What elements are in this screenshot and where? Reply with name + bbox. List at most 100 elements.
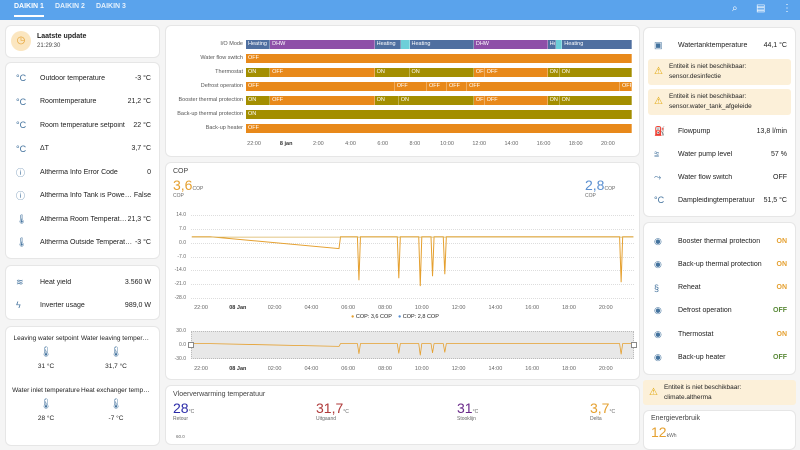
entity-value: ON <box>776 260 788 268</box>
entity-row[interactable]: ◉ Thermostat ON <box>654 327 787 341</box>
entity-row[interactable]: 🌡 Altherma Outside Temperature -3 °C <box>16 236 151 250</box>
entity-row[interactable]: ▣ Watertanktemperature 44,1 °C <box>654 38 787 52</box>
entity-row[interactable]: °C Dampleidingtemperatuur 51,5 °C <box>654 193 787 207</box>
timeline-segment[interactable]: OFF <box>246 124 632 133</box>
entity-row[interactable]: ϟ Inverter usage 989,0 W <box>16 298 151 312</box>
timeline-segment[interactable]: ON <box>398 96 474 105</box>
entity-row[interactable]: 🌡 Altherma Room Temperature 21,3 °C <box>16 212 151 226</box>
nav-x-tick: 04:00 <box>304 366 319 372</box>
glance-value: -7 °C <box>108 415 124 422</box>
floor-stat: 28°C Retour <box>173 400 194 422</box>
timeline-segment[interactable]: OFF <box>447 82 468 91</box>
x-tick: 18:00 <box>562 305 576 311</box>
tab-daikin-3[interactable]: DAIKIN 3 <box>96 3 126 10</box>
timeline-segment[interactable]: DHW <box>473 40 548 49</box>
legend-item-1[interactable]: ● COP: 3,6 COP <box>351 314 392 320</box>
entity-row[interactable]: ⤳ Water flow switch OFF <box>654 170 787 184</box>
cop-value-2: 2,8 <box>585 177 605 193</box>
glance-item[interactable]: Water leaving temperature 🌡 31,7 °C <box>81 335 151 370</box>
entity-label: Room temperature setpoint <box>40 121 125 129</box>
cop-title: COP <box>173 168 189 175</box>
glance-label: Water inlet temperature <box>12 387 80 394</box>
timeline-segment[interactable]: ON <box>559 68 632 77</box>
entity-row[interactable]: ⓘ Altherma Info Error Code 0 <box>16 165 151 179</box>
timeline-segment[interactable]: ON <box>409 68 474 77</box>
timeline-segment[interactable]: OFF <box>619 82 632 91</box>
tab-daikin-2[interactable]: DAIKIN 2 <box>55 3 85 10</box>
timeline-segment[interactable]: ON <box>547 68 560 77</box>
timeline-segment[interactable]: Heating <box>547 40 556 49</box>
legend-item-2[interactable]: ● COP: 2,8 COP <box>397 314 439 320</box>
entity-value: OFF <box>773 307 787 315</box>
entity-row[interactable]: °C Room temperature setpoint 22 °C <box>16 118 151 132</box>
entity-row[interactable]: ◉ Back-up heater OFF <box>654 351 787 365</box>
nav-y-tick: -30.0 <box>174 356 186 362</box>
timeline-segment[interactable]: Heating <box>562 40 632 49</box>
timeline-segment[interactable]: OFF <box>484 96 548 105</box>
entity-row[interactable]: ◉ Defrost operation OFF <box>654 304 787 318</box>
entity-value: ON <box>776 330 788 338</box>
entity-row[interactable]: °C Outdoor temperature -3 °C <box>16 71 151 85</box>
thermometer-icon: 🌡 <box>109 399 123 410</box>
entity-row[interactable]: ⓘ Altherma Info Tank is Powerful False <box>16 189 151 203</box>
timeline-segment[interactable]: OFF <box>473 96 485 105</box>
entity-row[interactable]: ⩰ Water pump level 57 % <box>654 147 787 161</box>
entity-label: Altherma Outside Temperature <box>40 239 135 246</box>
timeline-segment[interactable]: ON <box>559 96 632 105</box>
timeline-segment[interactable]: OFF <box>246 82 395 91</box>
entity-label: Reheat <box>678 284 701 292</box>
chat-icon[interactable]: ▤ <box>756 3 766 14</box>
timeline-segment[interactable]: OFF <box>426 82 448 91</box>
timeline-segment[interactable]: OFF <box>394 82 427 91</box>
more-vert-icon[interactable]: ⋮ <box>782 3 792 14</box>
timeline-segment[interactable]: Heating <box>374 40 402 49</box>
cop-legend: ● COP: 3,6 COP ● COP: 2,8 COP <box>351 314 439 320</box>
entity-row[interactable]: ≋ Heat yield 3.560 W <box>16 275 151 289</box>
timeline-segment[interactable]: DHW <box>270 40 375 49</box>
glance-item[interactable]: Heat exchanger temperature 🌡 -7 °C <box>81 387 151 422</box>
timeline-segment[interactable]: ON <box>246 96 271 105</box>
x-tick: 12:00 <box>451 305 466 311</box>
search-icon[interactable]: ⌕ <box>732 3 738 14</box>
entity-label: Roomtemperature <box>40 98 97 105</box>
timeline-segment[interactable]: OFF <box>473 68 485 77</box>
entity-row[interactable]: ⛽ Flowpump 13,8 l/min <box>654 124 787 138</box>
timeline-segment[interactable]: ON <box>374 68 410 77</box>
entity-label: Water pump level <box>678 150 733 158</box>
entity-row[interactable]: ◉ Booster thermal protection ON <box>654 234 787 248</box>
entity-value: 3.560 W <box>124 278 151 286</box>
entity-row[interactable]: °C Roomtemperature 21,2 °C <box>16 95 151 109</box>
timeline-segment[interactable]: OFF <box>270 68 375 77</box>
stat-unit: °C <box>343 409 349 415</box>
timeline-segment[interactable]: Heating <box>246 40 271 49</box>
tab-daikin-1[interactable]: DAIKIN 1 <box>14 3 44 17</box>
gridline <box>191 298 634 299</box>
timeline-segment[interactable]: OFF <box>484 68 548 77</box>
energy-usage-title: Energieverbruik <box>651 415 701 422</box>
x-tick: 04:00 <box>304 305 319 311</box>
thermometer-icon: 🌡 <box>39 399 53 410</box>
timeline-segment[interactable]: OFF <box>467 82 620 91</box>
nav-handle-right[interactable] <box>631 342 637 348</box>
entity-row[interactable]: °C ΔT 3,7 °C <box>16 142 151 156</box>
entity-label: Heat yield <box>40 278 72 286</box>
timeline-segment[interactable]: ON <box>374 96 399 105</box>
temperature-celsius-icon: °C <box>654 195 665 205</box>
timeline-segment[interactable]: OFF <box>246 54 632 63</box>
timeline-tick: 8 jan <box>279 141 293 147</box>
glance-item[interactable]: Leaving water setpoint 🌡 31 °C <box>11 335 81 370</box>
timeline-segment[interactable]: OFF <box>270 96 375 105</box>
entity-value: 22 °C <box>133 121 151 129</box>
entity-row[interactable]: ◉ Back-up thermal protection ON <box>654 257 787 271</box>
timeline-segment[interactable] <box>555 40 563 49</box>
timeline-segment[interactable]: Heating <box>409 40 474 49</box>
nav-handle-left[interactable] <box>188 342 194 348</box>
timeline-segment[interactable]: ON <box>246 68 271 77</box>
glance-item[interactable]: Water inlet temperature 🌡 28 °C <box>11 387 81 422</box>
timeline-segment[interactable]: ON <box>246 110 632 119</box>
timeline-segment[interactable]: ON <box>547 96 560 105</box>
entity-row[interactable]: § Reheat ON <box>654 281 787 295</box>
entity-value: ON <box>776 237 788 245</box>
timeline-row-label: Back-up heater <box>205 125 243 131</box>
timeline-segment[interactable] <box>401 40 410 49</box>
